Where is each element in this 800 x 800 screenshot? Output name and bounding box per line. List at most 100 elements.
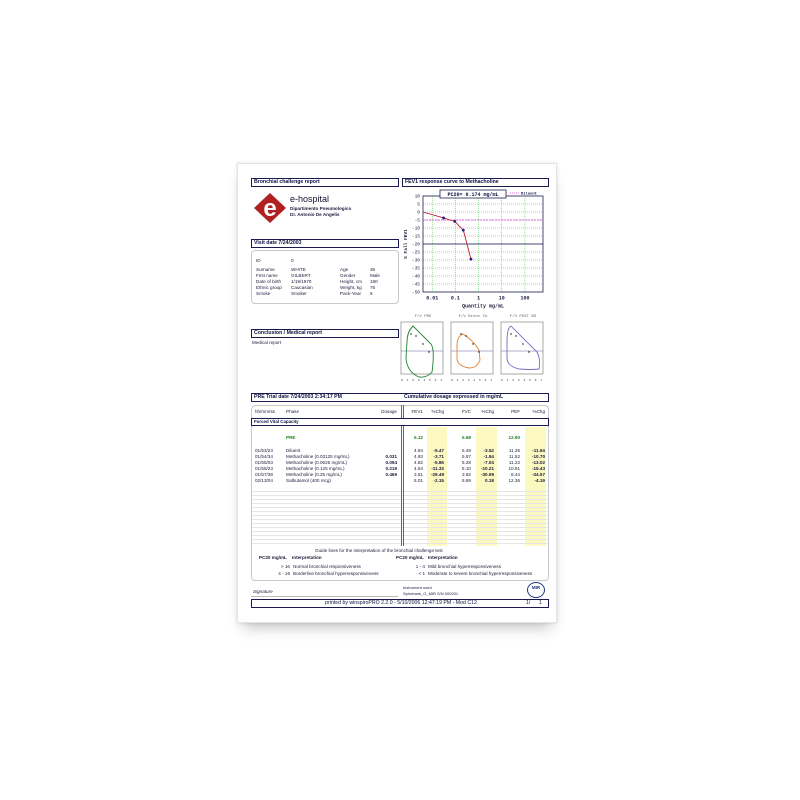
predicted-point <box>472 343 474 345</box>
guide-range: < 1 <box>418 571 425 576</box>
loop-x-tick: 4 <box>423 379 425 382</box>
table-cell: -29.49 <box>430 472 444 477</box>
mir-logo-text: MIR <box>531 585 541 590</box>
table-cell: Diluent <box>286 448 301 453</box>
column-header: Phase <box>286 409 300 414</box>
table-gridline <box>252 531 548 532</box>
table-gridline <box>252 523 548 524</box>
id-value: 0 <box>291 258 294 263</box>
loop-frame <box>400 321 444 375</box>
field-value: 5 <box>370 291 373 296</box>
predicted-point <box>522 343 524 345</box>
pre-fvc: 5.68 <box>462 435 471 440</box>
x-tick-label: 1 <box>477 296 480 302</box>
loop-x-tick: 5 <box>479 379 481 382</box>
table-cell: 01/55/03 <box>255 460 273 465</box>
guide-col-interp: Interpretation <box>428 555 458 560</box>
column-header: %Chg <box>431 409 444 414</box>
pc20-label: PC20= 0.174 mg/mL <box>447 192 498 198</box>
table-cell: 5.28 <box>462 460 471 465</box>
table-cell: 4.82 <box>414 460 423 465</box>
data-point <box>469 257 473 261</box>
table-cell: -30.99 <box>480 472 494 477</box>
predicted-point <box>515 335 517 337</box>
column-header: FEV1 <box>411 409 424 414</box>
loop-title: F/V Bronc Ch <box>459 314 488 319</box>
field-label: Smoke <box>256 291 271 296</box>
loop-x-tick: 0 <box>401 379 403 382</box>
id-label: ID <box>256 258 261 263</box>
table-cell: 01/54/34 <box>255 454 273 459</box>
guide-text: Normal bronchial responsiveness <box>293 564 361 569</box>
table-cell: -13.02 <box>531 460 545 465</box>
chart-title: FEV1 response curve to Methacholine <box>402 178 549 187</box>
loop-frame <box>450 321 494 375</box>
predicted-point <box>428 351 430 353</box>
table-cell: 5.01 <box>414 478 423 483</box>
legend-diluent: Diluent <box>521 192 537 197</box>
field-value: 1/19/1970 <box>291 279 312 284</box>
table-cell: Methacholine (0.03125 mg/mL) <box>286 454 350 459</box>
field-label: Height, cm <box>340 279 362 284</box>
y-tick-label: -50 <box>412 290 420 296</box>
guide-col-pc20: PC20 mg/mL <box>396 555 424 560</box>
table-cell: 10.91 <box>508 466 521 471</box>
loop-x-tick: 4 <box>473 379 475 382</box>
y-tick-label: -15 <box>412 234 420 240</box>
y-axis-label: % Fall FEV1 <box>403 229 409 259</box>
guide-text: Borderline bronchial hyperresponsiveness <box>293 571 379 576</box>
printed-by: printed by winspiroPRO 2.2.0 - 5/10/2006… <box>325 600 477 606</box>
table-cell: 3.92 <box>462 472 471 477</box>
guide-col-pc20: PC20 mg/mL <box>259 555 287 560</box>
table-cell: 5.48 <box>462 448 471 453</box>
flow-volume-loop <box>506 325 541 370</box>
column-header: %Chg <box>481 409 494 414</box>
visit-date: Visit date 7/24/2003 <box>251 239 399 248</box>
table-cell: 4.54 <box>414 466 423 471</box>
results-table <box>251 405 549 581</box>
table-gridline <box>252 503 548 504</box>
pct-change-column-highlight <box>427 427 447 546</box>
signature-line <box>251 596 398 597</box>
signature-label: Signature <box>253 589 273 594</box>
column-header: FVC <box>461 409 471 414</box>
table-gridline <box>252 539 548 540</box>
table-cell: 4.84 <box>414 448 423 453</box>
predicted-point <box>460 333 462 335</box>
table-gridline <box>252 491 548 492</box>
predicted-point <box>465 335 467 337</box>
field-label: First name <box>256 273 278 278</box>
loop-x-tick: 0 <box>501 379 503 382</box>
table-cell: 11.22 <box>508 460 520 465</box>
trial-title: PRE Trial date 7/24/2003 2:34:17 PM <box>254 394 342 400</box>
department: Dipartimento Pneumologico <box>290 206 352 211</box>
pre-phase: PRE <box>286 435 296 440</box>
loop-x-tick: 6 <box>535 379 537 382</box>
instrument-value: Spirobank_G_MIR S/N 000201 <box>403 591 459 596</box>
table-cell: 0.031 <box>385 454 398 459</box>
loop-x-tick: 3 <box>468 379 470 382</box>
loop-x-tick: 1 <box>407 379 409 382</box>
field-value: Caucasian <box>291 285 313 290</box>
column-header: %Chg <box>532 409 545 414</box>
loop-x-tick: 1 <box>457 379 459 382</box>
table-cell: 5.69 <box>462 478 471 483</box>
field-value: Male <box>370 273 380 278</box>
field-value: 76 <box>370 285 376 290</box>
svg-text:e: e <box>263 195 276 222</box>
flow-volume-loops: F/V PRE 0 1 2 3 4 5 6 7 F/V Bronc Ch 0 1 2 3 4 5 6 7 F/V P… <box>398 310 553 390</box>
page-number: 1/ <box>526 600 531 606</box>
fev1-chart: 10 5 0 -5 -10 -15 -20 -25 -30 -35 -40 -45 -50 0.01 0.1… <box>403 188 553 310</box>
field-label: Weight, kg <box>340 285 362 290</box>
table-cell: 8.44 <box>511 472 520 477</box>
y-tick-label: -5 <box>415 218 421 224</box>
predicted-point <box>528 351 530 353</box>
table-gridline <box>252 511 548 512</box>
field-value: GILBERT <box>291 273 311 278</box>
loop-x-tick: 2 <box>462 379 464 382</box>
data-point <box>442 216 446 220</box>
table-cell: Methacholine (0.0625 mg/mL) <box>286 460 348 465</box>
field-label: Date of birth <box>256 279 282 284</box>
y-tick-label: 5 <box>417 202 420 208</box>
x-tick-label: 0.1 <box>451 296 460 302</box>
